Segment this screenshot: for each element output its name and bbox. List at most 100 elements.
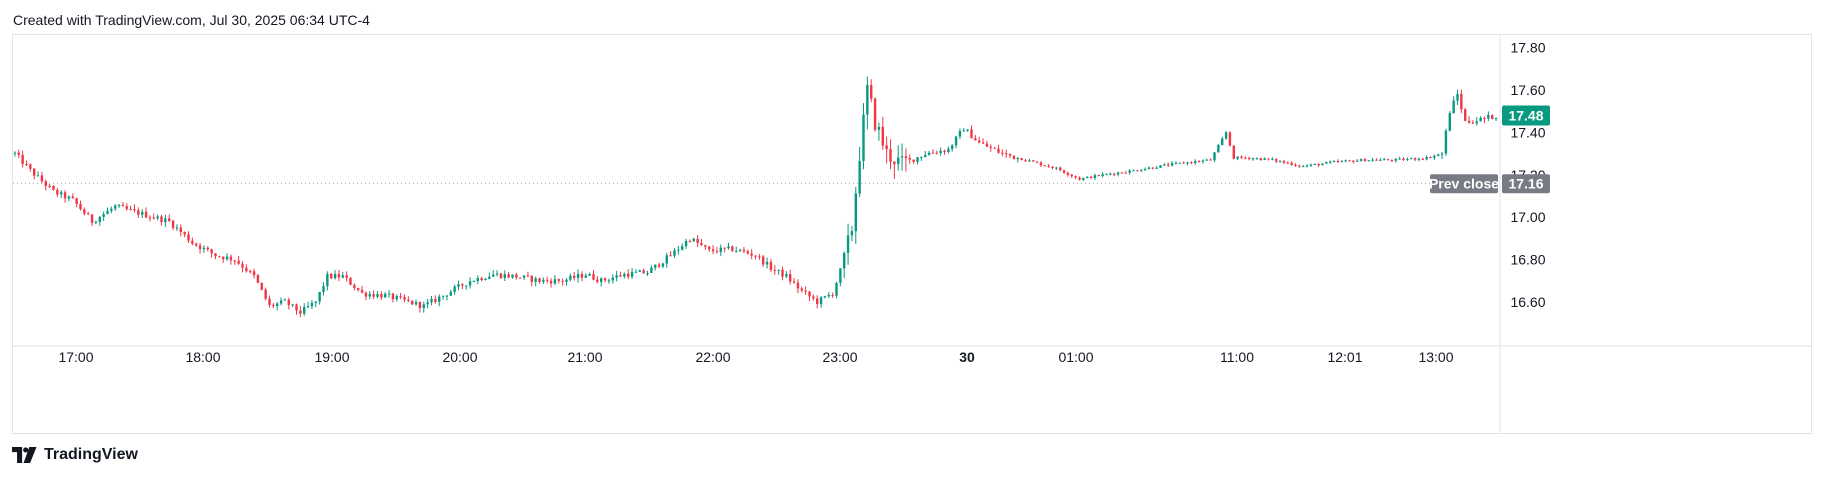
candle-body <box>63 192 67 199</box>
candle-body <box>850 231 854 236</box>
candle <box>1178 162 1181 164</box>
candle <box>912 159 915 165</box>
candle <box>681 243 684 251</box>
candle-body <box>241 263 244 268</box>
candle <box>1383 157 1386 161</box>
candle-body <box>684 240 688 247</box>
candle <box>195 242 198 247</box>
candle <box>1016 157 1019 163</box>
candle <box>422 301 425 313</box>
candle-body <box>881 126 884 146</box>
candle <box>835 281 838 299</box>
candle <box>168 214 171 223</box>
candle-body <box>191 240 194 244</box>
candle <box>1151 167 1154 170</box>
candle-body <box>1043 165 1046 167</box>
candle <box>1209 158 1212 161</box>
candle <box>542 277 545 285</box>
candle <box>1097 174 1100 177</box>
candle-body <box>1217 145 1220 153</box>
candle <box>1491 114 1494 120</box>
candle <box>1359 158 1363 162</box>
price-badges: Prev close 17.16 17.48 <box>1429 105 1550 194</box>
candle-body <box>1113 173 1116 175</box>
candle <box>1440 151 1444 160</box>
candle-body <box>727 246 730 249</box>
candle <box>908 154 911 164</box>
chart-frame[interactable] <box>12 34 1812 434</box>
candle <box>1267 158 1270 161</box>
candle-body <box>1024 160 1027 162</box>
candle <box>735 246 738 253</box>
candle <box>1417 157 1421 162</box>
candle-body <box>1456 93 1459 101</box>
candle <box>1001 149 1004 157</box>
candle <box>1213 151 1216 163</box>
candle <box>777 269 780 275</box>
candle <box>1116 171 1120 177</box>
candle <box>87 211 90 215</box>
candle-body <box>1329 161 1332 163</box>
candle-body <box>40 175 44 182</box>
candle <box>210 248 213 258</box>
candle <box>1024 159 1027 162</box>
candle-body <box>75 198 78 204</box>
candle <box>83 207 86 216</box>
candle <box>295 303 298 315</box>
candle <box>1255 157 1259 160</box>
candle-body <box>245 267 248 272</box>
candle-body <box>731 246 734 251</box>
candle <box>1101 172 1104 178</box>
candle-body <box>1205 159 1208 161</box>
time-axis[interactable]: 17:00 18:00 19:00 20:00 21:00 22:00 23:00 30 01:… <box>58 349 1453 365</box>
candle <box>98 215 101 226</box>
candle-body <box>1020 158 1023 161</box>
footer-brand[interactable]: TradingView <box>12 446 138 464</box>
candle <box>283 298 287 301</box>
candle-body <box>603 278 607 281</box>
candle-body <box>665 255 668 264</box>
candle <box>1132 169 1135 172</box>
candle-body <box>1236 156 1239 159</box>
candle-body <box>615 275 618 278</box>
candle <box>576 269 580 283</box>
candle-body <box>1244 157 1247 159</box>
candle-body <box>438 296 441 302</box>
candle <box>804 286 807 296</box>
candle <box>561 278 564 286</box>
candle <box>106 207 109 215</box>
candle <box>241 260 244 273</box>
candle-body <box>1410 158 1413 160</box>
candle <box>1008 153 1012 159</box>
candle-body <box>916 157 919 162</box>
candle <box>557 278 560 284</box>
candle-body <box>846 235 850 253</box>
candle-body <box>742 249 746 252</box>
candle-body <box>1209 159 1212 161</box>
candle <box>237 255 240 265</box>
candle <box>873 97 877 132</box>
candle <box>449 289 452 296</box>
candle <box>1336 159 1340 163</box>
candle <box>839 268 842 287</box>
candle <box>603 277 607 283</box>
candle <box>225 253 229 261</box>
candle-body <box>754 255 757 257</box>
candle-body <box>441 295 445 297</box>
candle <box>164 214 167 227</box>
candle-body <box>816 298 819 305</box>
candle-body <box>1197 161 1201 163</box>
candle <box>646 270 649 277</box>
candle <box>125 203 128 211</box>
candle-body <box>758 256 761 258</box>
candle-body <box>48 185 51 187</box>
candle-body <box>688 240 692 242</box>
candle-body <box>476 278 479 282</box>
candle <box>1483 116 1486 124</box>
candle-body <box>1163 164 1166 166</box>
candle-body <box>1413 158 1417 160</box>
candle <box>1070 173 1073 179</box>
candle-body <box>1159 165 1162 168</box>
